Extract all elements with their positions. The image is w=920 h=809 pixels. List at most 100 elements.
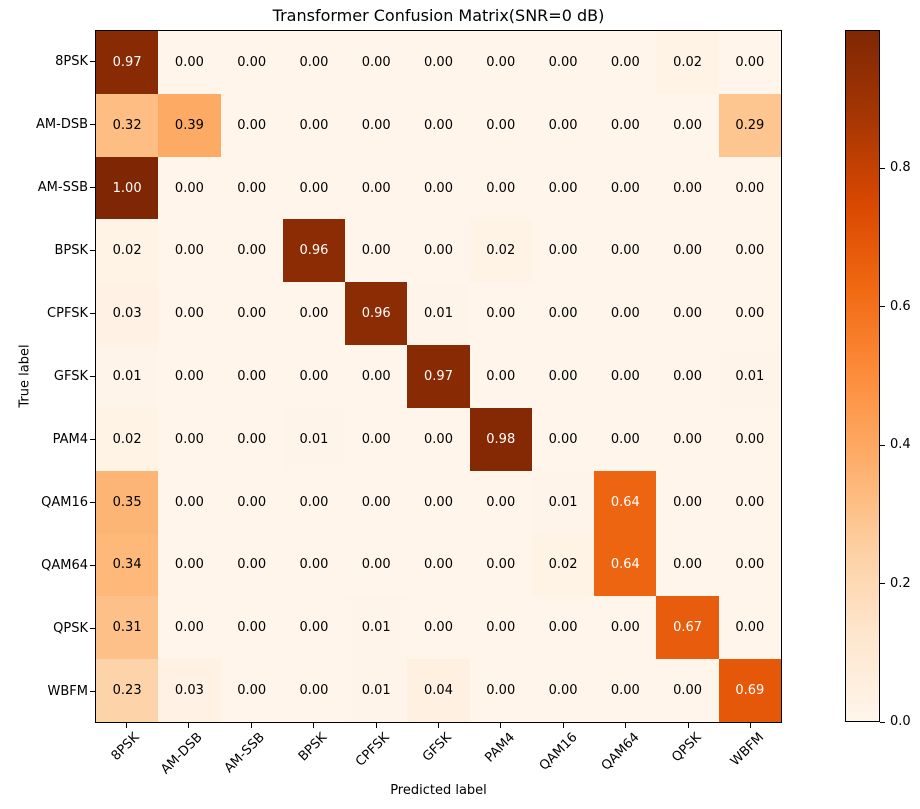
matrix-cell: 0.03 xyxy=(158,659,221,722)
y-tick-label: AM-DSB xyxy=(36,117,88,132)
matrix-cell: 0.00 xyxy=(158,533,221,597)
matrix-cell: 0.00 xyxy=(282,470,346,534)
matrix-cell: 0.96 xyxy=(345,282,408,346)
x-tick-mark xyxy=(313,723,315,728)
matrix-cell: 0.00 xyxy=(407,470,470,534)
matrix-cell: 0.02 xyxy=(96,407,159,471)
matrix-cell: 0.00 xyxy=(531,93,595,157)
matrix-cell: 0.00 xyxy=(718,533,781,597)
matrix-cell: 0.00 xyxy=(220,156,283,220)
matrix-cell: 0.00 xyxy=(469,31,532,94)
matrix-cell: 0.00 xyxy=(158,31,221,94)
chart-title: Transformer Confusion Matrix(SNR=0 dB) xyxy=(272,6,605,25)
x-tick-label: AM-SSB xyxy=(221,730,268,777)
matrix-cell: 0.00 xyxy=(531,345,595,408)
matrix-cell: 0.00 xyxy=(531,659,595,722)
matrix-cell: 0.32 xyxy=(96,93,159,157)
matrix-cell: 0.00 xyxy=(718,31,781,94)
x-tick-mark xyxy=(500,723,502,728)
matrix-cell: 0.01 xyxy=(407,282,470,346)
matrix-cell: 0.00 xyxy=(469,156,532,220)
matrix-cell: 0.00 xyxy=(594,659,657,722)
matrix-cell: 0.00 xyxy=(469,659,532,722)
matrix-cell: 0.00 xyxy=(220,93,283,157)
x-tick-label: CPFSK xyxy=(353,730,393,770)
x-tick-label: PAM4 xyxy=(481,730,518,766)
matrix-cell: 0.00 xyxy=(594,596,657,660)
matrix-cell: 0.00 xyxy=(718,407,781,471)
matrix-cell: 0.00 xyxy=(718,470,781,534)
colorbar-tick-label: 0.4 xyxy=(890,437,911,453)
colorbar-tick-label: 0.6 xyxy=(890,298,911,314)
matrix-cell: 0.00 xyxy=(345,156,408,220)
matrix-cell: 0.00 xyxy=(345,533,408,597)
matrix-cell: 0.00 xyxy=(656,470,719,534)
matrix-cell: 0.00 xyxy=(282,659,346,722)
matrix-cell: 0.04 xyxy=(407,659,470,722)
matrix-cell: 0.00 xyxy=(718,596,781,660)
matrix-cell: 0.00 xyxy=(282,93,346,157)
matrix-cell: 0.67 xyxy=(656,596,719,660)
matrix-cell: 0.00 xyxy=(469,533,532,597)
colorbar-tick-label: 0.8 xyxy=(890,160,911,176)
matrix-cell: 0.97 xyxy=(96,31,159,94)
matrix-cell: 0.01 xyxy=(282,407,346,471)
matrix-cell: 0.00 xyxy=(531,219,595,283)
matrix-cell: 0.34 xyxy=(96,533,159,597)
matrix-cell: 0.00 xyxy=(656,93,719,157)
x-tick-label: BPSK xyxy=(295,730,331,765)
matrix-cell: 0.23 xyxy=(96,659,159,722)
matrix-cell: 0.35 xyxy=(96,470,159,534)
matrix-cell: 0.00 xyxy=(220,470,283,534)
matrix-cell: 0.00 xyxy=(656,345,719,408)
x-tick-mark xyxy=(687,723,689,728)
x-tick-label: 8PSK xyxy=(108,730,143,764)
y-tick-mark xyxy=(90,61,95,62)
matrix-cell: 0.00 xyxy=(531,407,595,471)
matrix-cell: 0.00 xyxy=(282,31,346,94)
matrix-cell: 0.00 xyxy=(594,219,657,283)
matrix-cell: 0.97 xyxy=(407,345,470,408)
matrix-cell: 0.01 xyxy=(718,345,781,408)
y-tick-mark xyxy=(90,187,95,188)
matrix-cell: 0.00 xyxy=(282,282,346,346)
matrix-cell: 0.00 xyxy=(158,407,221,471)
matrix-cell: 0.00 xyxy=(282,345,346,408)
y-tick-mark xyxy=(90,628,95,629)
y-tick-label: BPSK xyxy=(54,243,88,258)
x-tick-label: GFSK xyxy=(420,730,456,765)
matrix-cell: 0.00 xyxy=(407,219,470,283)
matrix-cell: 0.00 xyxy=(345,31,408,94)
heatmap-grid: 0.97 0.00 0.00 0.00 0.00 0.00 0.00 0.00 0.00 0.02… xyxy=(95,30,782,723)
matrix-cell: 0.00 xyxy=(158,156,221,220)
matrix-cell: 0.96 xyxy=(282,219,346,283)
y-tick-label: WBFM xyxy=(47,684,88,699)
matrix-cell: 0.00 xyxy=(656,219,719,283)
x-tick-mark xyxy=(250,723,252,728)
matrix-cell: 0.00 xyxy=(345,93,408,157)
matrix-cell: 0.01 xyxy=(345,659,408,722)
y-tick-mark xyxy=(90,376,95,377)
y-tick-mark xyxy=(90,691,95,692)
matrix-cell: 0.00 xyxy=(220,533,283,597)
matrix-cell: 0.00 xyxy=(531,31,595,94)
matrix-cell: 0.02 xyxy=(96,219,159,283)
y-tick-label: AM-SSB xyxy=(37,180,88,195)
y-tick-label: QAM16 xyxy=(41,495,88,510)
matrix-cell: 0.00 xyxy=(718,219,781,283)
y-tick-mark xyxy=(90,565,95,566)
matrix-cell: 0.00 xyxy=(469,345,532,408)
y-tick-mark xyxy=(90,313,95,314)
matrix-cell: 0.00 xyxy=(531,156,595,220)
y-tick-label: PAM4 xyxy=(52,432,88,447)
colorbar-tick-label: 0.0 xyxy=(890,714,911,729)
y-tick-mark xyxy=(90,502,95,503)
x-tick-mark xyxy=(562,723,564,728)
y-tick-label: QAM64 xyxy=(41,558,88,573)
matrix-cell: 0.02 xyxy=(656,31,719,94)
matrix-cell: 0.39 xyxy=(158,93,221,157)
matrix-cell: 0.01 xyxy=(531,470,595,534)
x-tick-mark xyxy=(125,723,127,728)
matrix-cell: 0.00 xyxy=(158,596,221,660)
matrix-cell: 0.00 xyxy=(407,407,470,471)
